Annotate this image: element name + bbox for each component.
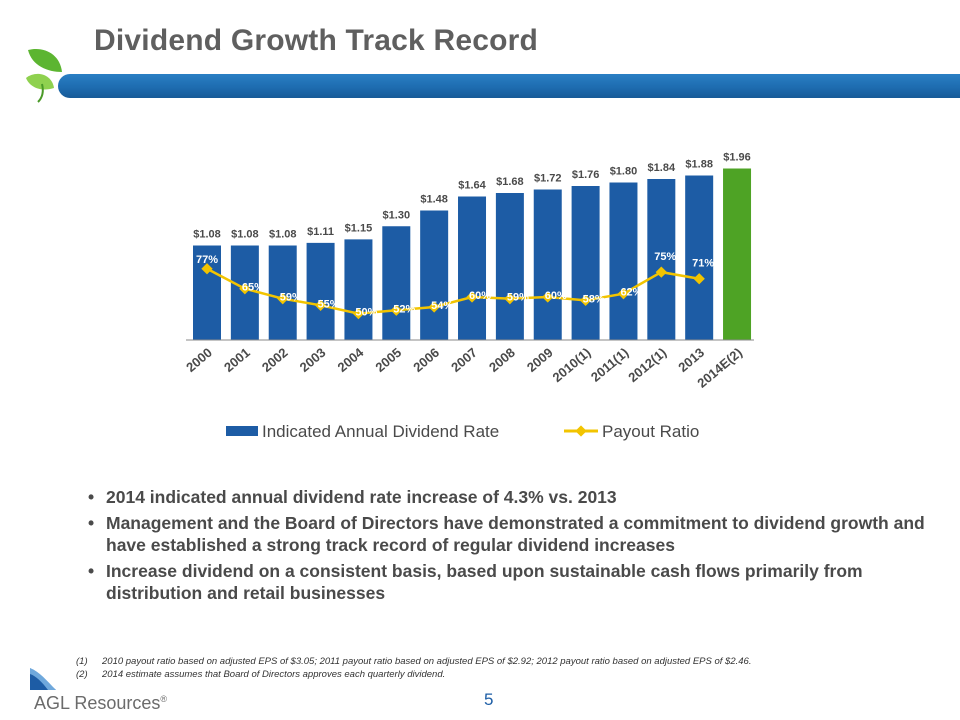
x-tick-label: 2002 — [259, 345, 291, 375]
legend-swatch-bar — [226, 426, 258, 436]
agl-logo-icon — [30, 668, 56, 690]
x-tick-label: 2003 — [297, 345, 329, 375]
legend-label-dividend: Indicated Annual Dividend Rate — [262, 422, 499, 441]
bar-value-label: $1.80 — [610, 166, 638, 178]
payout-ratio-point — [277, 293, 289, 305]
bar-value-label: $1.76 — [572, 169, 600, 181]
bar — [458, 196, 487, 340]
x-tick-label: 2009 — [524, 345, 556, 375]
bar — [193, 245, 221, 340]
bar-value-label: $1.68 — [496, 176, 524, 188]
payout-ratio-label: 60% — [545, 290, 567, 302]
bar — [344, 239, 373, 340]
x-tick-label: 2008 — [486, 345, 518, 375]
bar — [495, 193, 524, 340]
payout-ratio-point — [579, 294, 592, 306]
bullet-item: Management and the Board of Directors ha… — [86, 512, 936, 556]
agl-logo: AGL Resources® — [28, 664, 195, 713]
bar — [571, 186, 600, 340]
bullet-list: 2014 indicated annual dividend rate incr… — [86, 486, 936, 608]
leaf-logo-icon — [26, 48, 62, 103]
payout-ratio-point — [428, 301, 440, 313]
bar — [420, 210, 449, 340]
bar — [647, 179, 676, 340]
x-tick-label: 2005 — [372, 345, 404, 375]
payout-ratio-point — [466, 291, 478, 303]
bar-value-label: $1.30 — [383, 209, 411, 221]
payout-ratio-label: 54% — [431, 300, 453, 312]
header-bar — [58, 74, 960, 98]
page-title: Dividend Growth Track Record — [94, 24, 539, 57]
payout-ratio-label: 52% — [393, 303, 415, 315]
bar-value-label: $1.08 — [193, 229, 221, 241]
page-number: 5 — [484, 690, 494, 709]
bar — [685, 175, 714, 340]
bar-value-label: $1.15 — [345, 222, 373, 234]
x-tick-label: 2012(1) — [625, 345, 669, 385]
x-tick-label: 2006 — [410, 345, 442, 375]
bar-value-label: $1.08 — [269, 229, 297, 241]
x-tick-label: 2007 — [448, 345, 480, 375]
x-tick-label: 2001 — [221, 345, 253, 375]
x-tick-label: 2000 — [183, 345, 215, 375]
bar-value-label: $1.72 — [534, 173, 562, 185]
footnote: (1) 2010 payout ratio based on adjusted … — [76, 655, 896, 668]
footnote-text: 2010 payout ratio based on adjusted EPS … — [102, 656, 752, 667]
bar-value-label: $1.88 — [685, 159, 713, 171]
bar-value-label: $1.11 — [307, 226, 334, 238]
bar-value-label: $1.48 — [420, 194, 448, 206]
payout-ratio-label: 60% — [469, 290, 491, 302]
payout-ratio-label: 62% — [620, 287, 642, 299]
footnote-text: 2014 estimate assumes that Board of Dire… — [102, 669, 446, 680]
payout-ratio-point — [201, 263, 213, 275]
payout-ratio-label: 55% — [318, 298, 340, 310]
bar-value-label: $1.96 — [723, 152, 751, 164]
payout-ratio-point — [239, 283, 251, 295]
bar-value-label: $1.84 — [648, 162, 676, 174]
legend-swatch-marker — [575, 425, 587, 437]
bar — [533, 189, 562, 340]
payout-ratio-point — [693, 273, 705, 285]
payout-ratio-point — [542, 291, 554, 303]
bar-value-label: $1.64 — [458, 180, 486, 192]
payout-ratio-label: 58% — [583, 293, 605, 305]
payout-ratio-point — [617, 288, 630, 300]
bullet-item: 2014 indicated annual dividend rate incr… — [86, 486, 936, 508]
footnotes: (1) 2010 payout ratio based on adjusted … — [76, 655, 896, 681]
bar — [723, 168, 752, 340]
bar — [609, 182, 638, 340]
footnote-mark: (1) — [76, 656, 88, 667]
bar — [382, 226, 411, 340]
payout-ratio-point — [352, 307, 365, 320]
payout-ratio-label: 71% — [692, 258, 714, 270]
payout-ratio-label: 59% — [507, 292, 529, 304]
bar — [306, 242, 335, 340]
payout-ratio-point — [390, 304, 402, 316]
bullet-item: Increase dividend on a consistent basis,… — [86, 560, 936, 604]
x-tick-label: 2004 — [335, 344, 367, 375]
x-tick-label: 2011(1) — [588, 345, 631, 385]
payout-ratio-label: 65% — [242, 282, 264, 294]
payout-ratio-label: 77% — [196, 254, 218, 266]
legend-label-payout: Payout Ratio — [602, 422, 699, 441]
payout-ratio-label: 59% — [280, 292, 302, 304]
bar — [268, 245, 297, 340]
dividend-chart: $1.08 $1.08 $1.08 $1.11 $1.15 $1.30 $1.48 $1.64… — [183, 152, 754, 441]
footnote-mark: (2) — [76, 669, 88, 680]
payout-ratio-point — [655, 266, 667, 278]
x-tick-label: 2010(1) — [550, 345, 594, 385]
payout-ratio-label: 75% — [654, 251, 676, 263]
payout-ratio-point — [314, 299, 327, 311]
agl-logo-text: AGL Resources® — [34, 693, 168, 713]
bar-value-label: $1.08 — [231, 229, 259, 241]
payout-ratio-line — [206, 267, 700, 315]
payout-ratio-label: 50% — [355, 307, 377, 319]
payout-ratio-point — [504, 293, 516, 305]
x-tick-label: 2013 — [675, 345, 707, 375]
footnote: (2) 2014 estimate assumes that Board of … — [76, 668, 896, 681]
